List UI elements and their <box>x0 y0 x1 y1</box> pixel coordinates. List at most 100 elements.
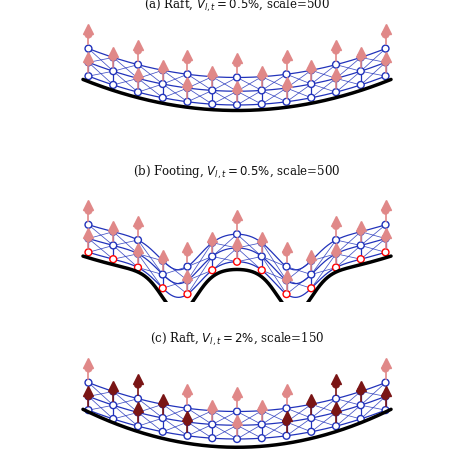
Circle shape <box>357 256 364 263</box>
Circle shape <box>234 88 240 95</box>
Circle shape <box>135 409 141 416</box>
Circle shape <box>159 271 166 278</box>
Circle shape <box>159 81 166 88</box>
Circle shape <box>159 285 166 292</box>
Circle shape <box>234 408 240 415</box>
Circle shape <box>134 222 142 230</box>
Circle shape <box>110 256 117 263</box>
Circle shape <box>209 407 216 414</box>
Circle shape <box>258 435 265 442</box>
Circle shape <box>283 390 291 398</box>
Circle shape <box>357 228 364 235</box>
Circle shape <box>183 390 191 398</box>
Circle shape <box>258 73 265 80</box>
Circle shape <box>283 98 290 105</box>
Circle shape <box>308 400 315 408</box>
Circle shape <box>134 249 142 257</box>
Circle shape <box>85 207 92 214</box>
Circle shape <box>234 231 240 237</box>
Circle shape <box>283 56 291 64</box>
Circle shape <box>134 74 142 82</box>
Circle shape <box>85 45 92 52</box>
Circle shape <box>184 432 191 439</box>
Circle shape <box>135 89 141 96</box>
Circle shape <box>382 393 389 400</box>
Circle shape <box>382 207 389 214</box>
Circle shape <box>357 53 365 61</box>
Circle shape <box>382 392 389 400</box>
Circle shape <box>357 416 364 422</box>
Circle shape <box>209 101 216 108</box>
Circle shape <box>233 393 241 401</box>
Circle shape <box>110 54 117 61</box>
Circle shape <box>308 401 315 408</box>
Circle shape <box>183 276 191 284</box>
Circle shape <box>308 94 315 101</box>
Circle shape <box>234 74 240 81</box>
Circle shape <box>283 432 290 439</box>
Circle shape <box>234 101 240 109</box>
Circle shape <box>333 250 339 257</box>
Circle shape <box>209 435 216 442</box>
Circle shape <box>357 387 365 395</box>
Circle shape <box>110 402 117 409</box>
Circle shape <box>234 436 240 442</box>
Circle shape <box>382 234 389 242</box>
Circle shape <box>382 45 389 52</box>
Circle shape <box>85 393 92 400</box>
Circle shape <box>333 409 339 416</box>
Title: (c) Raft, $V_{l,t} = 2\%$, scale=150: (c) Raft, $V_{l,t} = 2\%$, scale=150 <box>150 331 324 348</box>
Circle shape <box>209 239 216 246</box>
Circle shape <box>109 387 117 395</box>
Circle shape <box>333 89 339 96</box>
Circle shape <box>283 84 290 91</box>
Circle shape <box>110 388 117 395</box>
Circle shape <box>258 407 265 414</box>
Circle shape <box>135 250 141 257</box>
Circle shape <box>382 221 389 228</box>
Circle shape <box>135 423 141 429</box>
Circle shape <box>85 249 92 255</box>
Circle shape <box>159 428 166 435</box>
Circle shape <box>283 418 291 426</box>
Circle shape <box>333 395 339 402</box>
Circle shape <box>332 222 340 230</box>
Circle shape <box>233 59 241 67</box>
Circle shape <box>382 249 389 255</box>
Circle shape <box>283 276 291 284</box>
Circle shape <box>159 401 166 408</box>
Circle shape <box>85 73 92 80</box>
Circle shape <box>283 263 290 270</box>
Circle shape <box>85 221 92 228</box>
Circle shape <box>85 379 92 386</box>
Circle shape <box>85 365 92 372</box>
Circle shape <box>183 84 191 91</box>
Circle shape <box>382 59 389 66</box>
Circle shape <box>134 408 142 416</box>
Circle shape <box>283 405 290 412</box>
Circle shape <box>233 244 241 251</box>
Circle shape <box>332 381 340 388</box>
Circle shape <box>283 248 291 256</box>
Circle shape <box>85 392 92 400</box>
Circle shape <box>135 75 141 82</box>
Circle shape <box>332 249 340 257</box>
Circle shape <box>85 31 92 38</box>
Circle shape <box>109 53 117 61</box>
Circle shape <box>134 381 142 388</box>
Circle shape <box>258 101 265 108</box>
Circle shape <box>283 291 290 298</box>
Circle shape <box>357 54 364 61</box>
Circle shape <box>183 248 191 256</box>
Circle shape <box>258 253 265 260</box>
Circle shape <box>333 264 339 271</box>
Circle shape <box>382 407 389 414</box>
Circle shape <box>184 71 191 78</box>
Circle shape <box>357 228 365 235</box>
Circle shape <box>382 31 389 38</box>
Circle shape <box>283 84 291 91</box>
Circle shape <box>135 395 141 402</box>
Circle shape <box>283 71 290 78</box>
Circle shape <box>110 228 117 235</box>
Circle shape <box>308 285 315 292</box>
